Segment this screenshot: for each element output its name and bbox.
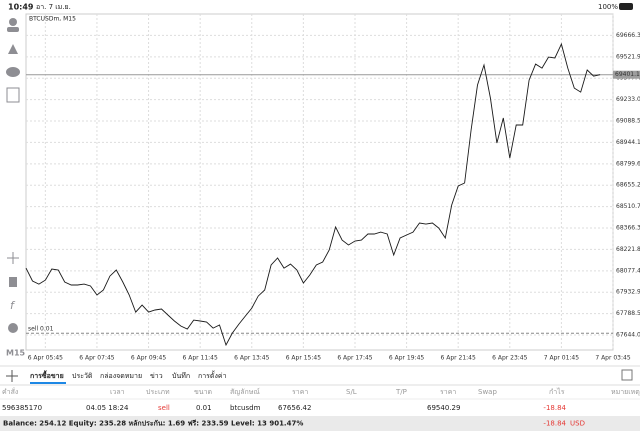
- column-header: ราคา: [292, 388, 308, 396]
- column-header: สัญลักษณ์: [230, 388, 260, 396]
- table-row[interactable]: 596385170 04.05 18:24 sell 0.01 btcusdm …: [2, 404, 567, 412]
- order-volume: 0.01: [196, 404, 212, 412]
- order-profit: -18.84: [543, 404, 566, 412]
- x-tick-label: 7 Apr 01:45: [544, 355, 579, 362]
- column-header: ราคา: [440, 388, 456, 396]
- y-tick-label: 68366.30: [616, 225, 640, 232]
- status-date: อา. 7 เม.ย.: [36, 3, 71, 11]
- column-header: หมายเหตุ: [611, 388, 640, 396]
- order-time: 04.05 18:24: [86, 404, 129, 412]
- tab[interactable]: ประวัติ: [72, 372, 93, 380]
- chat-icon[interactable]: [6, 67, 20, 77]
- order-type: sell: [158, 404, 170, 412]
- column-header: ประเภท: [146, 388, 170, 396]
- battery-icon: [619, 3, 633, 10]
- tab[interactable]: การตั้งค่า: [198, 369, 227, 380]
- y-tick-label: 69666.35: [616, 32, 640, 39]
- y-tick-label: 69521.90: [616, 53, 640, 60]
- x-tick-label: 6 Apr 21:45: [441, 355, 476, 362]
- x-tick-label: 6 Apr 17:45: [337, 355, 372, 362]
- y-tick-label: 67788.50: [616, 310, 640, 317]
- x-tick-label: 6 Apr 05:45: [28, 355, 63, 362]
- y-tick-label: 69233.00: [616, 96, 640, 103]
- y-tick-label: 68799.65: [616, 160, 640, 167]
- timeframe[interactable]: M15: [6, 349, 26, 358]
- crosshair-icon[interactable]: [7, 252, 19, 264]
- account-summary: Balance: 254.12 Equity: 235.28 หลักประกั…: [3, 420, 303, 428]
- footer-bar: [0, 416, 640, 431]
- order-line-label: sell 0.01: [28, 326, 54, 333]
- column-header: ขนาด: [194, 388, 212, 396]
- order-id: 596385170: [2, 404, 42, 412]
- column-header: T/P: [395, 388, 407, 396]
- table-header: คำสั่ง เวลา ประเภท ขนาด สัญลักษณ์ ราคา S/L T/P ร…: [2, 387, 640, 396]
- y-tick-label: 69088.55: [616, 118, 640, 125]
- chart-type-icon[interactable]: [9, 277, 17, 287]
- column-header: คำสั่ง: [2, 387, 18, 396]
- tab[interactable]: ข่าว: [150, 372, 163, 380]
- current-price-label: 69401.13: [615, 71, 640, 78]
- x-tick-label: 6 Apr 07:45: [79, 355, 114, 362]
- add-icon[interactable]: [6, 370, 18, 382]
- order-symbol: btcusdm: [230, 404, 261, 412]
- new-order-icon[interactable]: [6, 87, 20, 103]
- status-battery: 100%: [598, 3, 618, 11]
- column-header: เวลา: [110, 388, 125, 396]
- y-tick-label: 68510.75: [616, 203, 640, 210]
- currency: USD: [570, 420, 585, 428]
- trade-icon[interactable]: [8, 44, 18, 54]
- status-time: 10:49: [8, 3, 34, 12]
- x-tick-label: 6 Apr 11:45: [183, 355, 218, 362]
- tab[interactable]: การซื้อขาย: [30, 369, 64, 380]
- x-tick-label: 6 Apr 09:45: [131, 355, 166, 362]
- x-tick-label: 6 Apr 15:45: [286, 355, 321, 362]
- tabs: การซื้อขาย ประวัติ กล่องจดหมาย ข่าว บันทึก กา…: [30, 369, 227, 384]
- tab[interactable]: บันทึก: [172, 371, 190, 380]
- y-tick-label: 67644.05: [616, 332, 640, 339]
- layout-icon[interactable]: [621, 369, 633, 381]
- y-tick-label: 68077.40: [616, 267, 640, 274]
- chart-title: BTCUSDm, M15: [29, 16, 76, 23]
- column-header: กำไร: [549, 387, 565, 396]
- y-tick-label: 68221.85: [616, 246, 640, 253]
- x-tick-label: 6 Apr 19:45: [389, 355, 424, 362]
- indicator-icon[interactable]: f: [10, 299, 16, 312]
- chart: 69666.3569521.9069377.4569233.0069088.55…: [25, 14, 640, 362]
- current-price: 69540.29: [427, 404, 460, 412]
- objects-icon[interactable]: [8, 323, 18, 333]
- x-tick-label: 7 Apr 03:45: [595, 355, 630, 362]
- y-tick-label: 68655.20: [616, 182, 640, 189]
- y-tick-label: 68944.10: [616, 139, 640, 146]
- y-tick-label: 67932.95: [616, 289, 640, 296]
- total-profit: -18.84: [543, 420, 566, 428]
- column-header: S/L: [346, 388, 357, 396]
- price-line: [25, 42, 601, 347]
- tab[interactable]: กล่องจดหมาย: [100, 372, 142, 380]
- x-tick-label: 6 Apr 13:45: [234, 355, 269, 362]
- account-icon[interactable]: [9, 18, 17, 26]
- left-toolbar: f M15: [6, 18, 26, 358]
- column-header: Swap: [478, 388, 497, 396]
- current-price-box: [613, 70, 640, 79]
- account-icon-body: [7, 27, 19, 32]
- open-price: 67656.42: [278, 404, 311, 412]
- x-tick-label: 6 Apr 23:45: [492, 355, 527, 362]
